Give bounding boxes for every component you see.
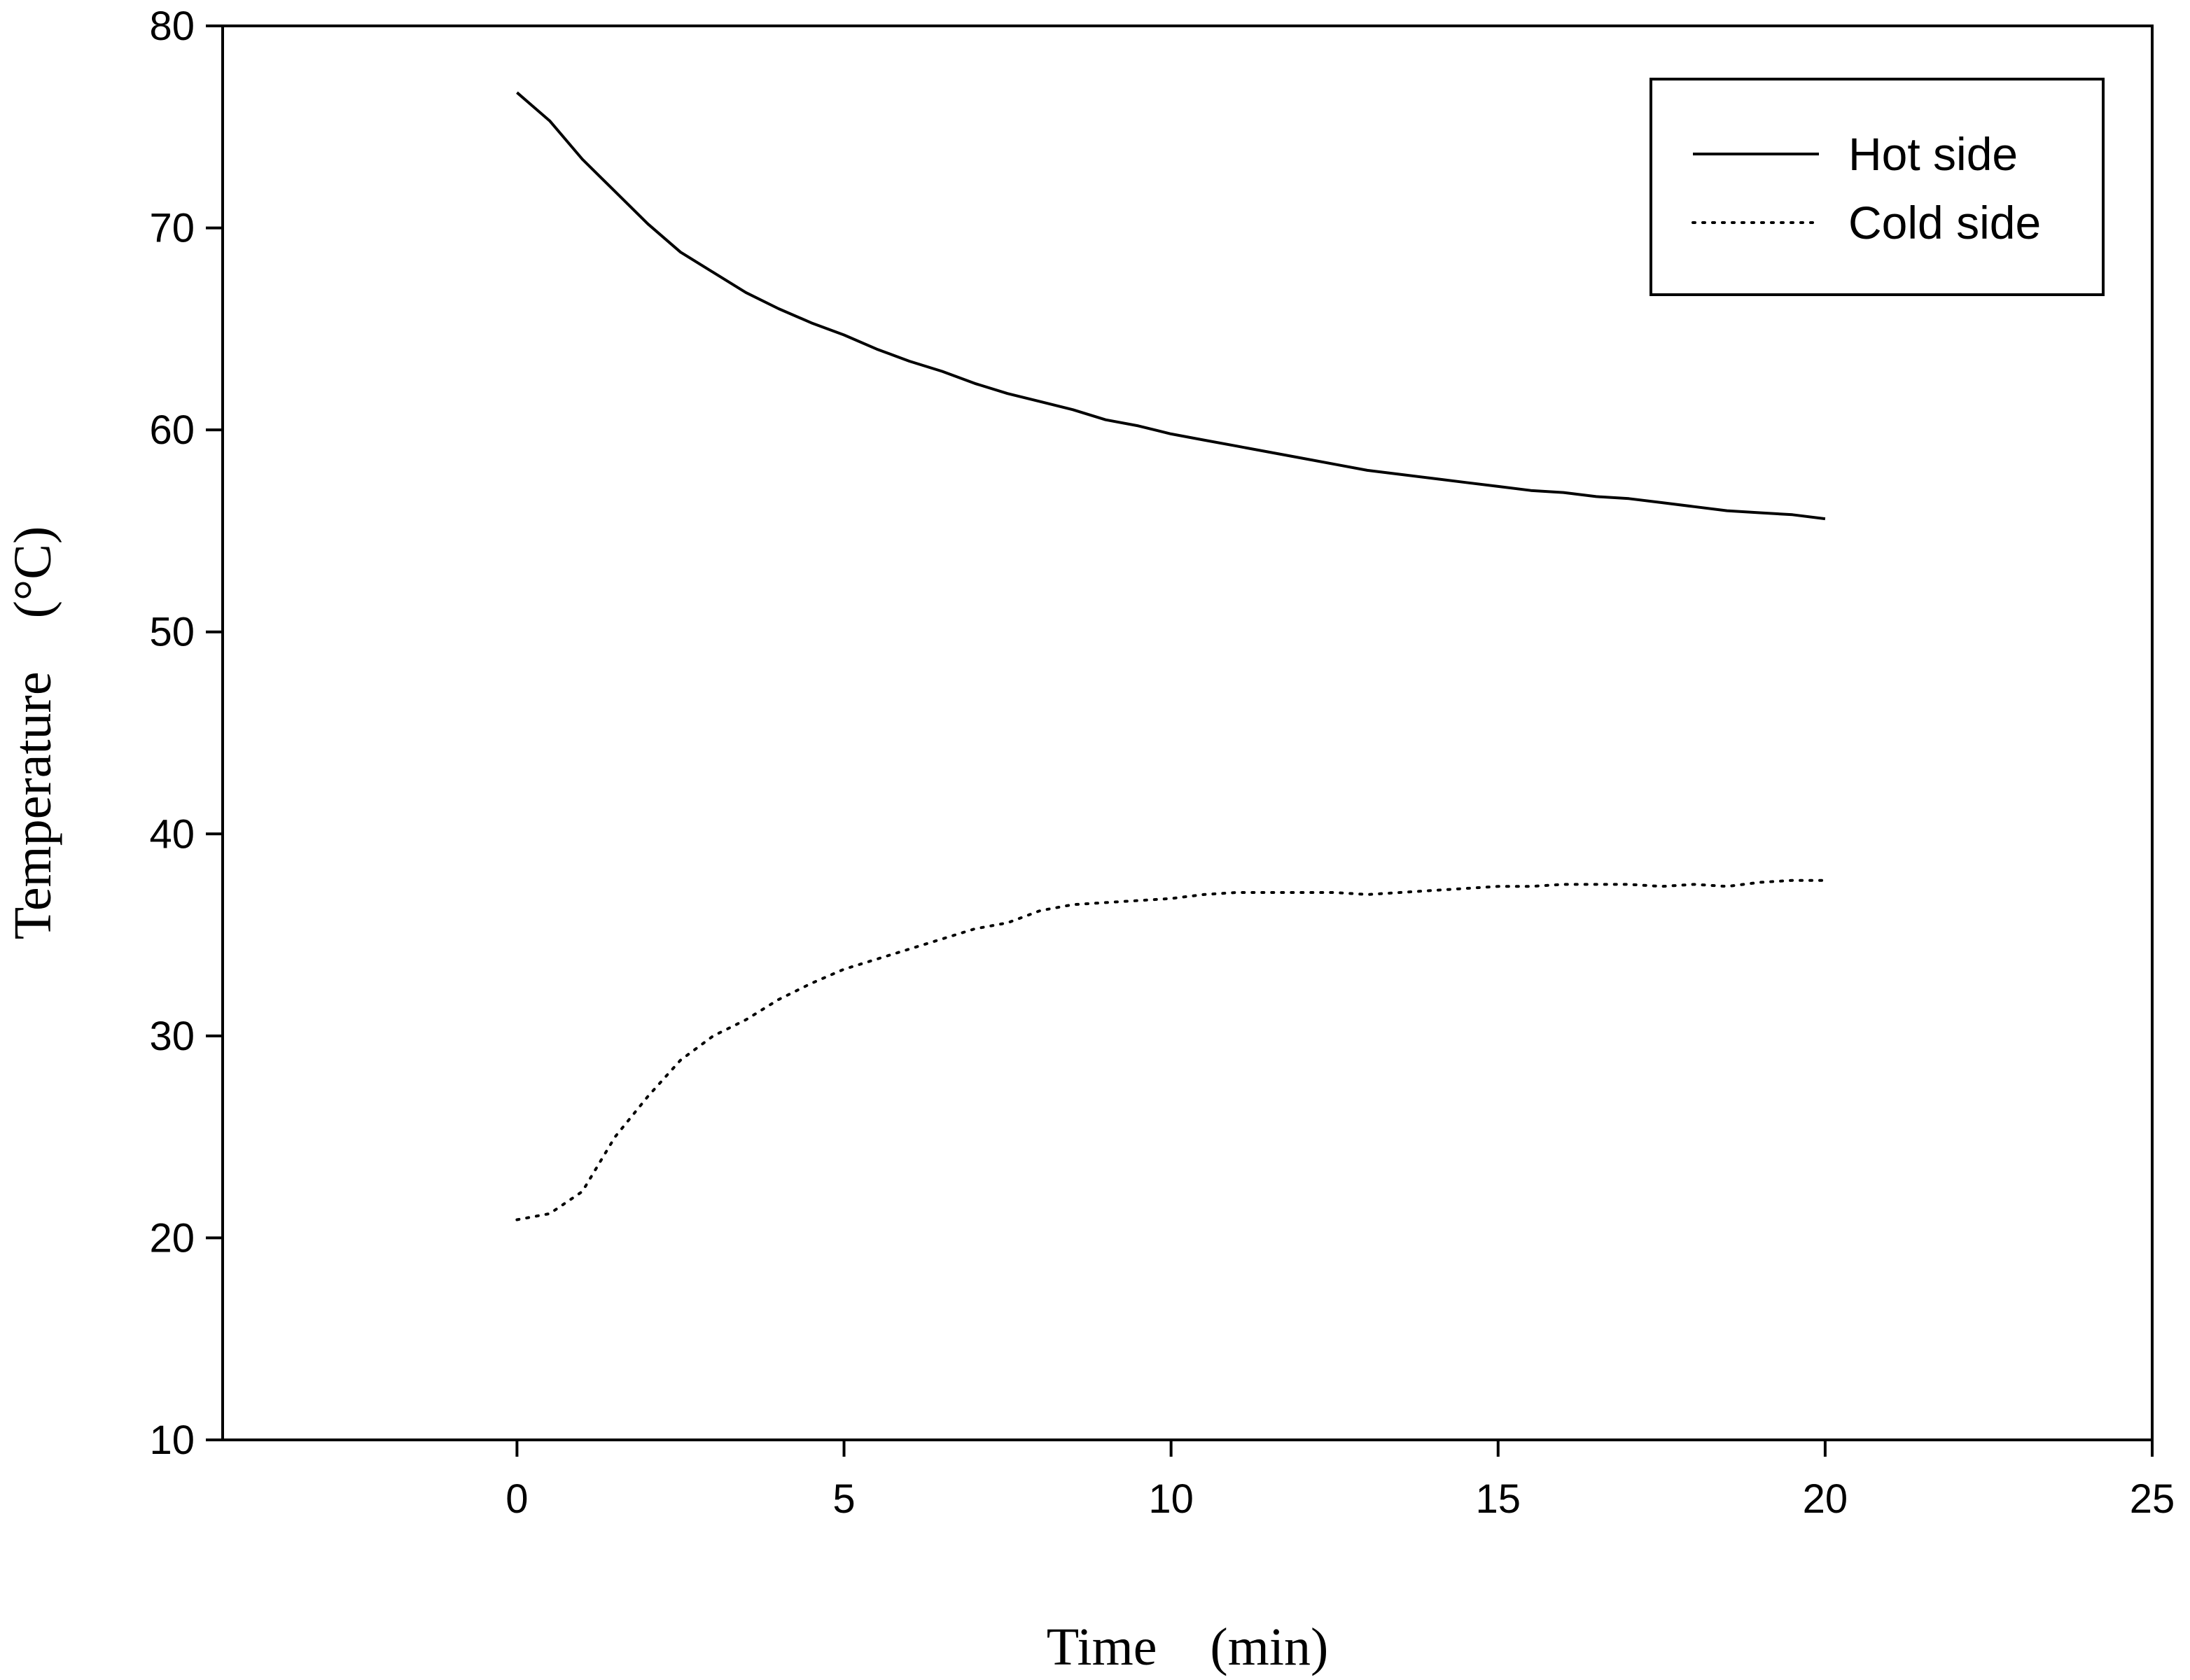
x-tick-label: 5: [832, 1476, 855, 1522]
y-tick-label: 60: [149, 407, 195, 453]
plot-frame: [221, 24, 2154, 1441]
x-tick-label: 25: [2130, 1476, 2175, 1522]
x-tick-label: 20: [1803, 1476, 1848, 1522]
x-tick-label: 15: [1476, 1476, 1521, 1522]
y-tick-label: 30: [149, 1014, 195, 1059]
series-line-cold-side: [515, 878, 1827, 1222]
y-axis-ticks: 10 20 30 40 50 60 70 80: [149, 4, 223, 1463]
y-tick-label: 80: [149, 4, 195, 49]
series-layer: [515, 91, 1827, 1222]
y-tick-label: 70: [149, 206, 195, 251]
y-tick-label: 10: [149, 1418, 195, 1463]
x-tick-label: 10: [1148, 1476, 1194, 1522]
y-tick-label: 20: [149, 1215, 195, 1261]
legend-label-cold-side: Cold side: [1848, 197, 2041, 248]
legend: Hot side Cold side: [1650, 78, 2105, 296]
x-axis-ticks: 0 5 10 15 20 25: [505, 1440, 2175, 1522]
series-line-hot-side: [516, 91, 1826, 521]
legend-box: [1650, 78, 2105, 296]
y-tick-label: 40: [149, 811, 195, 857]
x-tick-label: 0: [505, 1476, 528, 1522]
legend-label-hot-side: Hot side: [1848, 128, 2018, 180]
y-axis-title: Temperature (°C): [4, 526, 62, 940]
x-axis-title: Time (min): [1047, 1618, 1329, 1676]
y-tick-label: 50: [149, 610, 195, 655]
